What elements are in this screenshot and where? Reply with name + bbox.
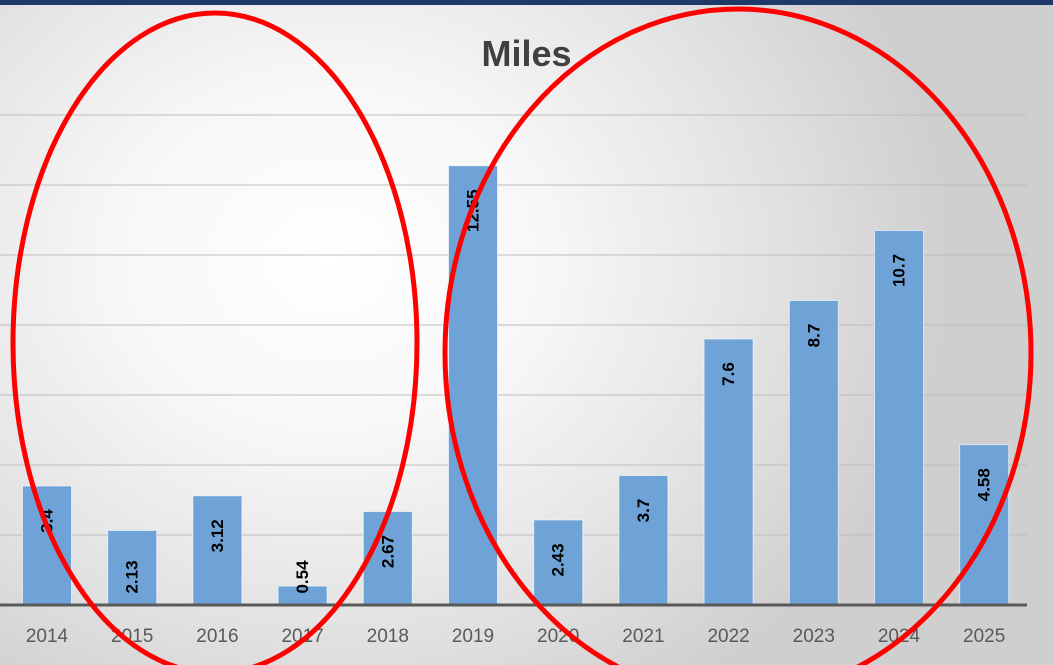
- x-tick-2025: 2025: [963, 626, 1005, 647]
- x-tick-2015: 2015: [111, 626, 153, 647]
- x-tick-2014: 2014: [26, 626, 69, 647]
- bar-2022: [703, 338, 754, 606]
- gridlines: [0, 114, 1027, 536]
- bar-2016: [192, 495, 243, 606]
- data-label-2021: 3.7: [634, 499, 653, 523]
- bar-2025: [959, 444, 1010, 606]
- x-tick-2021: 2021: [622, 626, 664, 647]
- top-band: [0, 0, 1053, 5]
- data-label-2025: 4.58: [975, 468, 994, 501]
- data-labels: 3.42.133.120.542.6712.552.433.77.68.710.…: [38, 189, 994, 593]
- bar-2020: [533, 519, 584, 606]
- bar-2015: [107, 529, 158, 606]
- bars: [22, 165, 1010, 606]
- x-tick-2023: 2023: [793, 626, 835, 647]
- annotation-ellipses: [10, 6, 1034, 665]
- data-label-2017: 0.54: [293, 560, 312, 594]
- bar-2021: [618, 475, 669, 606]
- x-tick-labels: 2014 2015 2016 2017 2018 2019 2020 2021 2022 2023…: [26, 626, 1005, 647]
- bar-2023: [788, 300, 839, 606]
- x-tick-2019: 2019: [452, 626, 494, 647]
- x-tick-2022: 2022: [707, 626, 749, 647]
- data-label-2022: 7.6: [719, 362, 738, 386]
- data-label-2024: 10.7: [890, 254, 909, 287]
- bar-2024: [874, 230, 924, 606]
- data-label-2015: 2.13: [123, 560, 142, 593]
- right-ellipse: [442, 6, 1034, 665]
- data-label-2016: 3.12: [208, 519, 227, 552]
- data-label-2023: 8.7: [804, 324, 823, 348]
- chart-title: Miles: [481, 33, 572, 74]
- data-label-2020: 2.43: [549, 543, 568, 576]
- left-ellipse: [10, 10, 420, 665]
- x-tick-2016: 2016: [196, 626, 238, 647]
- x-tick-2018: 2018: [367, 626, 409, 647]
- bar-2014: [22, 485, 72, 606]
- data-label-2018: 2.67: [378, 535, 397, 568]
